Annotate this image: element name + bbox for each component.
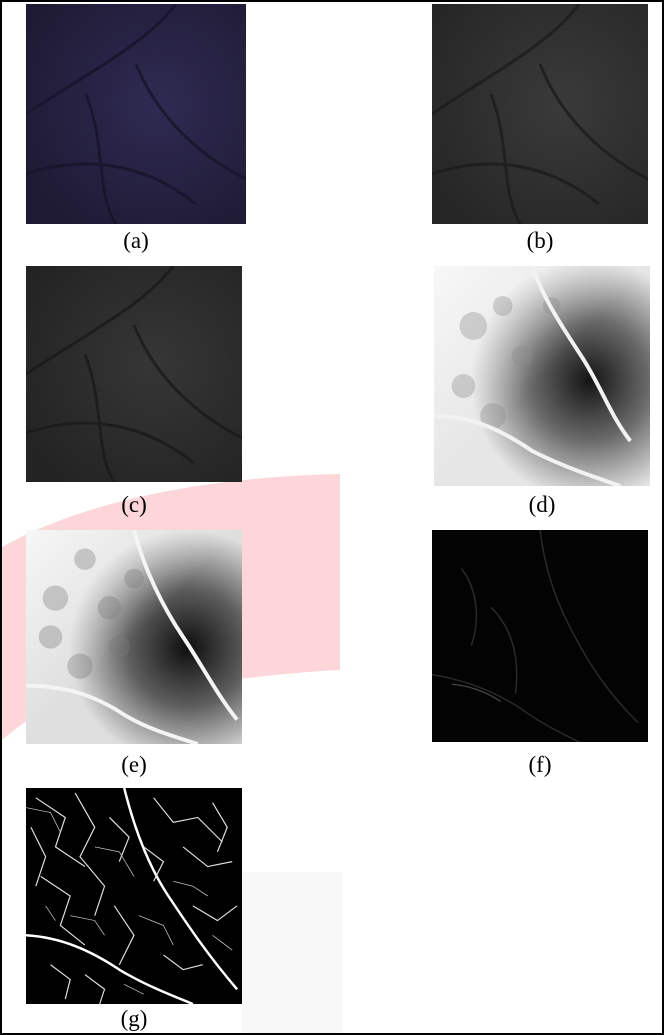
panel-c-image <box>26 266 242 482</box>
panel-f-image <box>432 530 648 742</box>
panel-a-image <box>26 4 246 224</box>
panel-e-label: (e) <box>121 752 147 777</box>
panel-c-label: (c) <box>121 492 147 517</box>
panel-d-image <box>434 266 650 486</box>
panel-f-label: (f) <box>528 752 552 777</box>
panel-b-label: (b) <box>526 228 554 253</box>
panel-b-image <box>432 4 648 224</box>
panel-a-label: (a) <box>123 228 149 253</box>
panel-g-image <box>26 788 242 1004</box>
panel-e-image <box>26 530 242 744</box>
panel-g-label: (g) <box>120 1006 148 1031</box>
panel-d-label: (d) <box>528 492 556 517</box>
